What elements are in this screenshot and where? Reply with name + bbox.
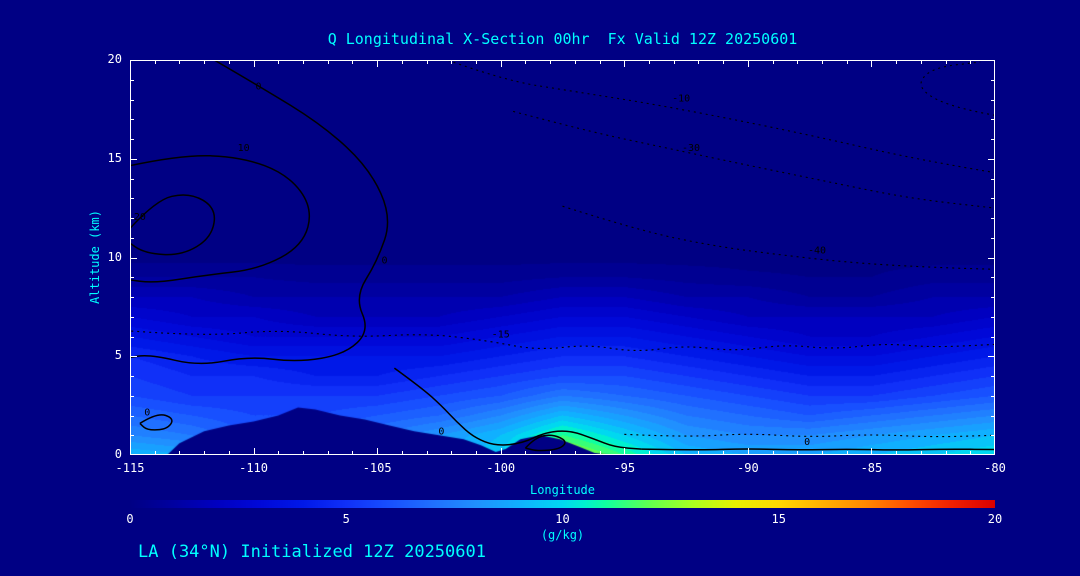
contour-line (130, 60, 389, 365)
y-tick-label: 10 (107, 249, 122, 264)
contour-line (130, 154, 311, 283)
initialization-text: LA (34°N) Initialized 12Z 20250601 (138, 542, 486, 562)
contour-label: 20 (134, 212, 146, 223)
contour-label: -10 (672, 93, 690, 104)
contour-line (130, 330, 995, 351)
x-tick-label: -105 (362, 461, 392, 475)
colorbar-gradient (130, 500, 995, 508)
contour-label: -15 (492, 329, 510, 340)
contour-line (562, 205, 995, 270)
contour-label: 0 (382, 255, 388, 266)
contour-line (512, 110, 995, 209)
contour-line (139, 414, 173, 431)
contour-label: 0 (255, 82, 261, 93)
colorbar-tick-label: 10 (555, 512, 570, 526)
colorbar-tick-label: 5 (342, 512, 350, 526)
y-tick-label: 20 (107, 52, 122, 66)
colorbar-tick-label: 20 (987, 512, 1003, 526)
contour-line (524, 434, 566, 452)
y-tick-label: 5 (114, 348, 122, 363)
contour-line (641, 448, 995, 451)
contour-line (624, 433, 995, 438)
contour-label: 0 (804, 437, 810, 448)
contour-label: 0 (144, 408, 150, 419)
x-tick-label: -110 (239, 461, 269, 475)
x-tick-label: -80 (984, 461, 1006, 475)
plot-frame (130, 60, 995, 455)
x-axis-label: Longitude (529, 483, 596, 497)
contour-label: 0 (438, 426, 444, 437)
y-tick-label: 0 (114, 447, 122, 461)
contour-line (393, 367, 642, 450)
colorbar-units-label: (g/kg) (540, 528, 585, 542)
contour-line (445, 60, 995, 174)
colorbar-tick-label: 15 (771, 512, 786, 526)
contour-label: 10 (238, 143, 250, 154)
contour-label: -40 (808, 246, 826, 257)
contour-line (920, 61, 995, 116)
chart-title: Q Longitudinal X-Section 00hr Fx Valid 1… (327, 30, 798, 48)
contour-overlay: 0 0 10 20 0 0 0 -10 -30 -40 -15 (130, 60, 995, 455)
x-tick-label: -85 (860, 461, 883, 475)
contour-line (130, 194, 216, 256)
contour-label: -30 (682, 143, 700, 154)
x-tick-label: -95 (613, 461, 636, 475)
x-tick-label: -90 (737, 461, 759, 475)
humidity-heatmap (130, 60, 995, 455)
y-tick-label: 15 (107, 150, 122, 165)
x-tick-label: -100 (486, 461, 516, 475)
plot-area: 0 0 10 20 0 0 0 -10 -30 -40 -15 (130, 60, 995, 455)
x-tick-label: -115 (115, 461, 145, 475)
colorbar-tick-label: 0 (126, 512, 134, 526)
